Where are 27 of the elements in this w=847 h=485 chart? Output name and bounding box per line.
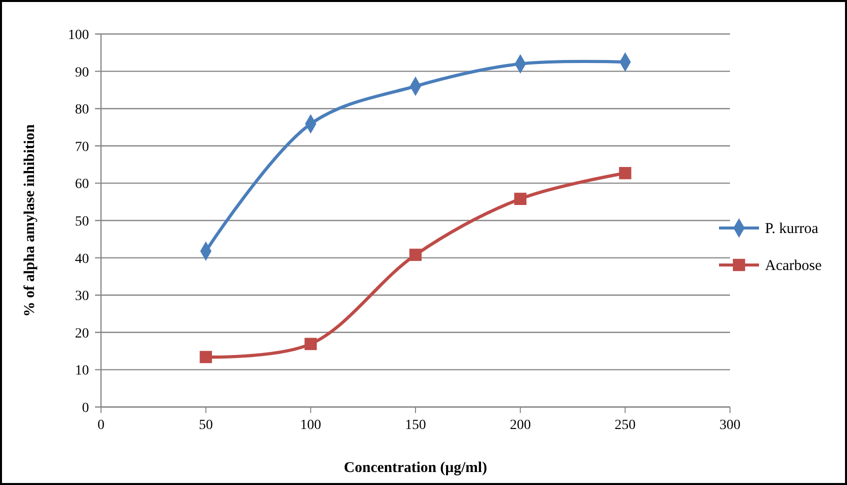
x-axis-title: Concentration (µg/ml) [344,460,488,476]
x-tick-label: 50 [198,418,213,433]
point [409,248,422,261]
x-tick-label: 100 [300,418,322,433]
legend-label: Acarbose [765,258,822,274]
x-tick-label: 150 [405,418,426,433]
legend-label: P. kurroa [765,220,819,237]
x-tick-label: 0 [98,418,104,433]
y-tick-label: 80 [75,102,89,118]
point [619,167,632,180]
y-tick-label: 70 [75,140,89,155]
y-tick-label: 20 [75,326,89,342]
point [514,192,526,205]
y-tick-label: 40 [75,252,89,267]
x-tick-label: 300 [720,418,740,433]
point [304,338,317,350]
y-tick-label: 90 [75,65,89,80]
y-tick-label: 50 [75,214,89,230]
point [200,350,212,364]
x-tick-label: 200 [510,418,531,433]
y-tick-label: 100 [68,28,89,43]
y-tick-label: 30 [75,289,89,304]
y-tick-label: 0 [82,401,89,416]
x-tick-label: 250 [614,418,636,433]
y-tick-label: 10 [75,364,89,379]
y-tick-label: 60 [75,177,89,192]
y-axis-title: % of alpha amylase inhibition [22,124,38,317]
